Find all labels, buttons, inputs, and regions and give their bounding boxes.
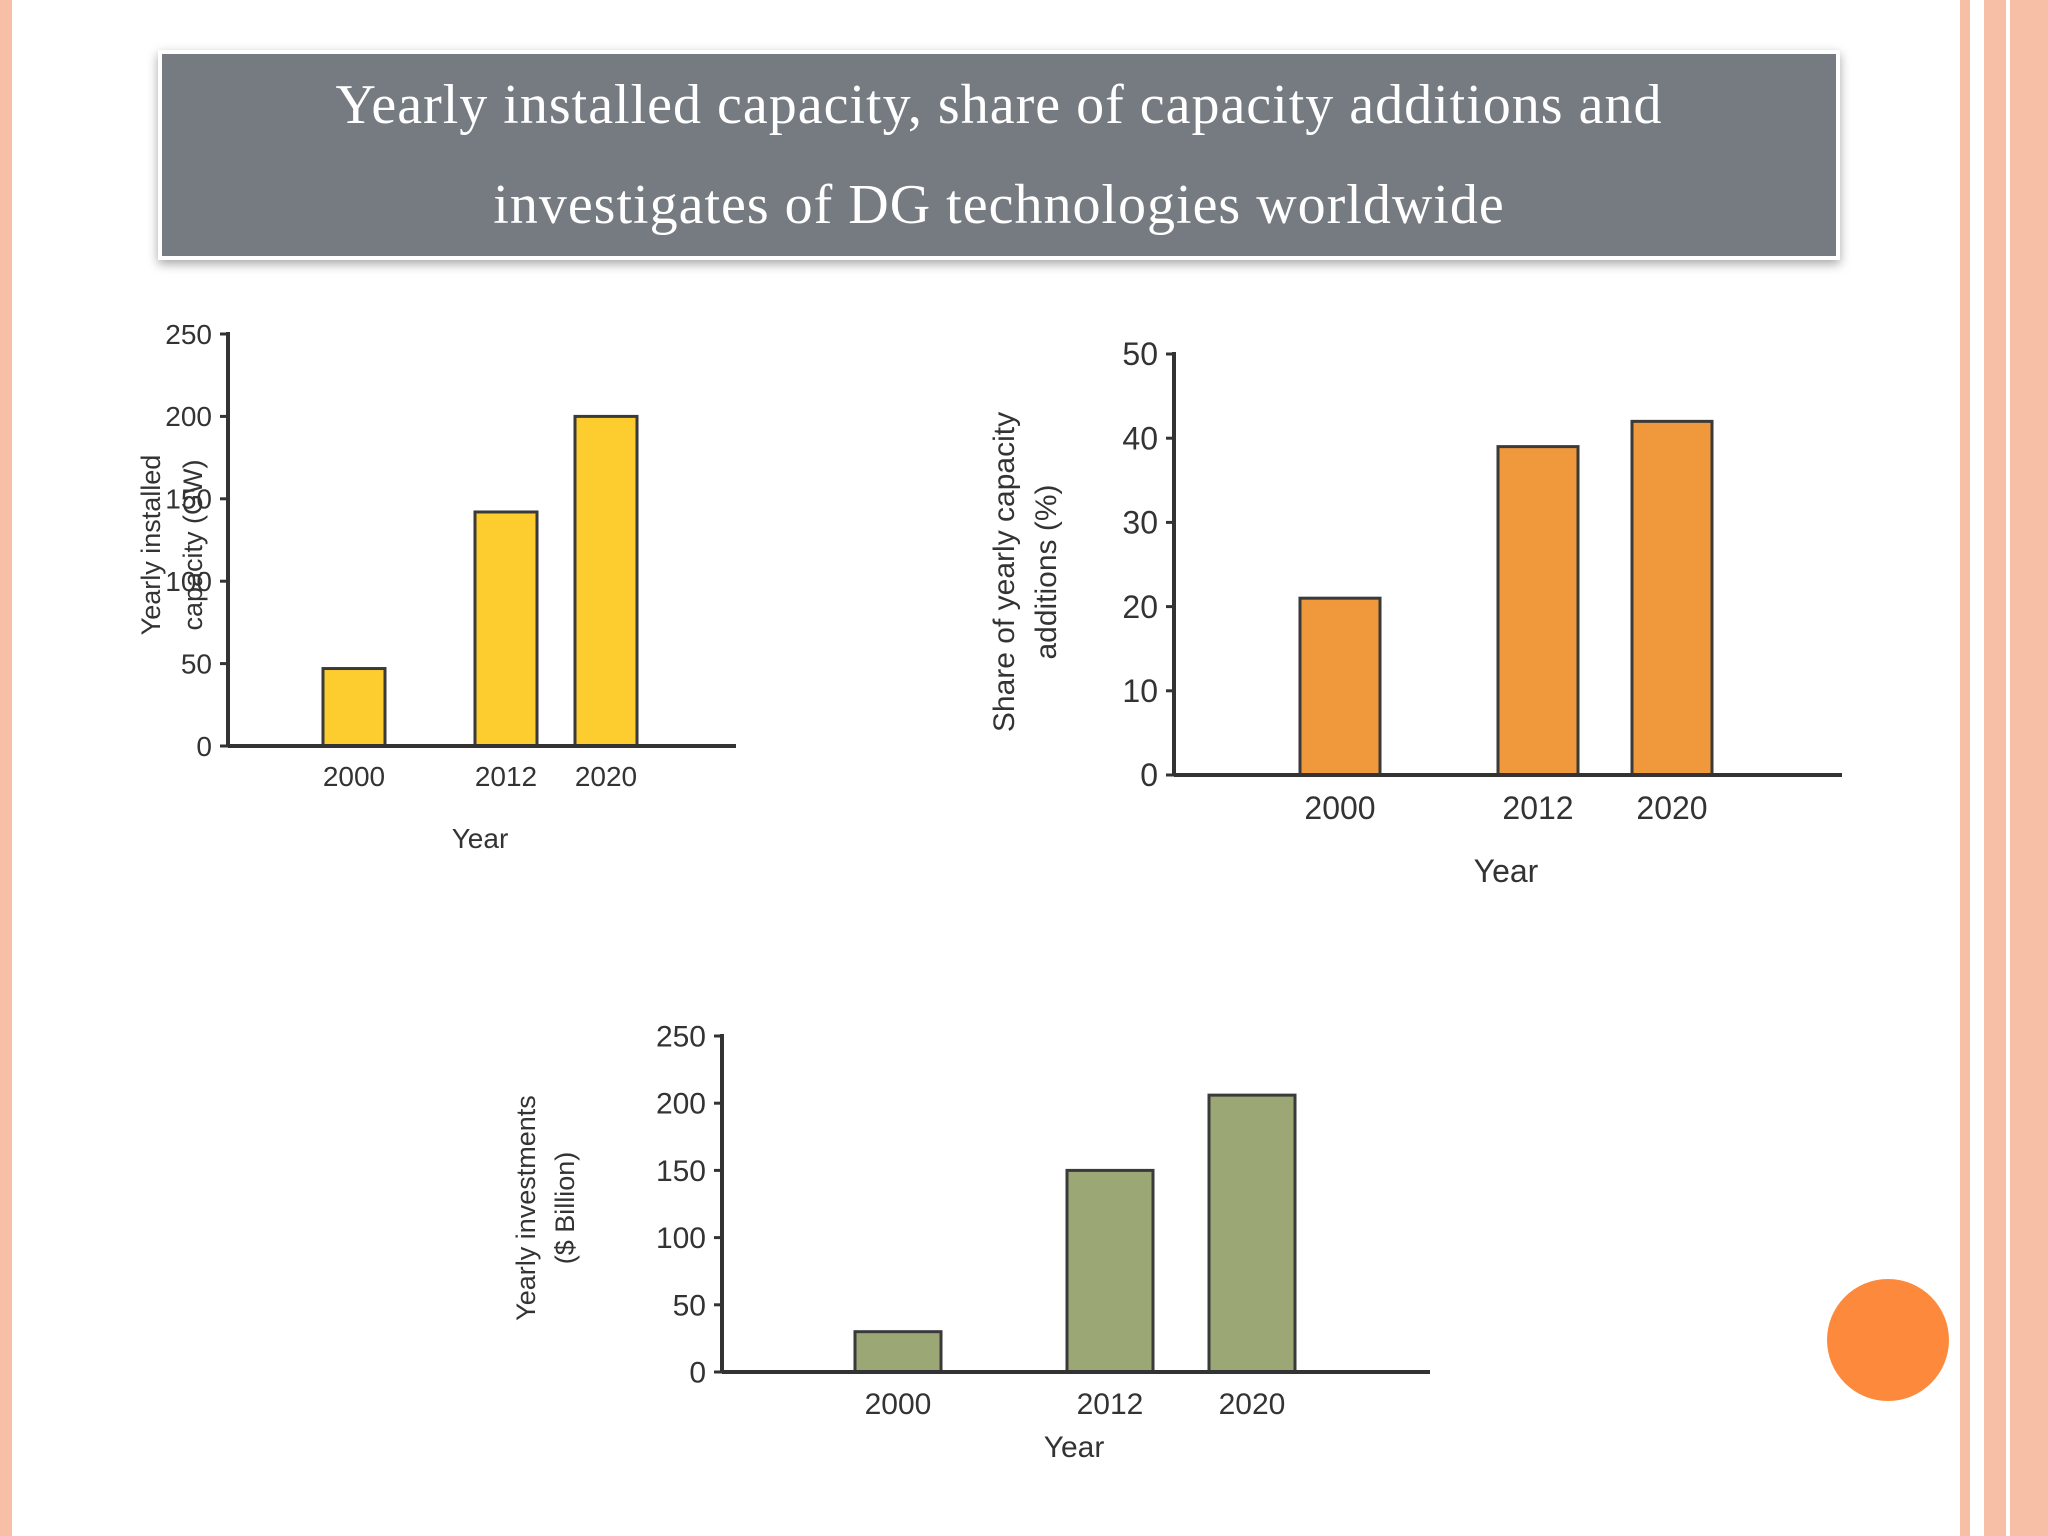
chart1-bar-2012 (473, 510, 539, 748)
chart2-xlabel: Year (1474, 853, 1539, 889)
chart1-ytick-label-250: 250 (165, 319, 212, 350)
chart-capacity-share: Share of yearly capacity additions (%) Y… (988, 336, 1842, 889)
chart2-bar-2012 (1496, 445, 1580, 777)
chart1-ylabel-line1: Yearly installed (136, 455, 166, 636)
chart-investments: Yearly investments ($ Billion) Year 0 50 1… (511, 1021, 1430, 1464)
chart2-xtick-label-2000: 2000 (1304, 790, 1375, 826)
chart3-xtick-label-2000: 2000 (865, 1388, 932, 1421)
chart2-ytick-label-10: 10 (1122, 673, 1158, 709)
right-border-line (2006, 0, 2010, 1536)
chart-installed-capacity: Yearly installed capacity (GW) Year 0 50 1… (136, 319, 736, 854)
chart1-xtick-label-2000: 2000 (323, 761, 385, 792)
chart2-ytick-label-40: 40 (1122, 420, 1158, 456)
chart2-ylabel-line1: Share of yearly capacity (988, 412, 1021, 732)
chart1-xlabel: Year (452, 823, 509, 854)
chart1-ytick-label-50: 50 (181, 648, 212, 679)
chart2-ytick-label-0: 0 (1140, 757, 1158, 793)
slide-title: Yearly installed capacity, share of capa… (335, 74, 1663, 236)
chart3-ytick-label-0: 0 (689, 1357, 706, 1390)
chart2-xtick-label-2012: 2012 (1502, 790, 1573, 826)
chart3-bar-2012 (1065, 1168, 1155, 1374)
chart3-ytick-label-50: 50 (673, 1289, 706, 1322)
chart3-xtick-label-2012: 2012 (1077, 1388, 1144, 1421)
chart3-bar-2020 (1207, 1093, 1297, 1374)
right-border-stripe (1960, 0, 1970, 1536)
chart1-ytick-label-100: 100 (165, 566, 212, 597)
chart3-bar-2000 (853, 1330, 943, 1374)
chart1-bar-2000 (321, 667, 387, 748)
chart3-ytick-label-200: 200 (656, 1088, 706, 1121)
chart1-ytick-label-150: 150 (165, 484, 212, 515)
chart3-xtick-label-2020: 2020 (1219, 1388, 1286, 1421)
chart2-ytick-label-20: 20 (1122, 589, 1158, 625)
chart1-xtick-label-2020: 2020 (575, 761, 637, 792)
chart3-ytick-label-250: 250 (656, 1021, 706, 1054)
chart1-bar-2020 (573, 414, 639, 748)
chart2-ytick-label-50: 50 (1122, 336, 1158, 372)
chart3-ylabel-line1: Yearly investments (511, 1095, 541, 1321)
chart2-bar-2020 (1630, 419, 1714, 777)
chart3-ytick-label-150: 150 (656, 1155, 706, 1188)
decorative-circle (1827, 1279, 1949, 1401)
chart1-ytick-label-200: 200 (165, 401, 212, 432)
chart1-xtick-label-2012: 2012 (475, 761, 537, 792)
right-border-band (1984, 0, 2048, 1536)
slide-title-box: Yearly installed capacity, share of capa… (158, 50, 1840, 260)
chart1-ytick-label-0: 0 (196, 731, 212, 762)
chart3-ylabel-line2: ($ Billion) (550, 1152, 580, 1265)
chart2-ylabel-line2: additions (%) (1030, 484, 1063, 659)
chart1-ylabel-line2: capacity (GW) (178, 459, 208, 630)
chart3-ytick-label-100: 100 (656, 1222, 706, 1255)
chart2-xtick-label-2020: 2020 (1636, 790, 1707, 826)
chart2-ytick-label-30: 30 (1122, 505, 1158, 541)
chart2-bar-2000 (1298, 596, 1382, 777)
left-border-stripe (0, 0, 12, 1536)
chart3-xlabel: Year (1044, 1431, 1105, 1464)
